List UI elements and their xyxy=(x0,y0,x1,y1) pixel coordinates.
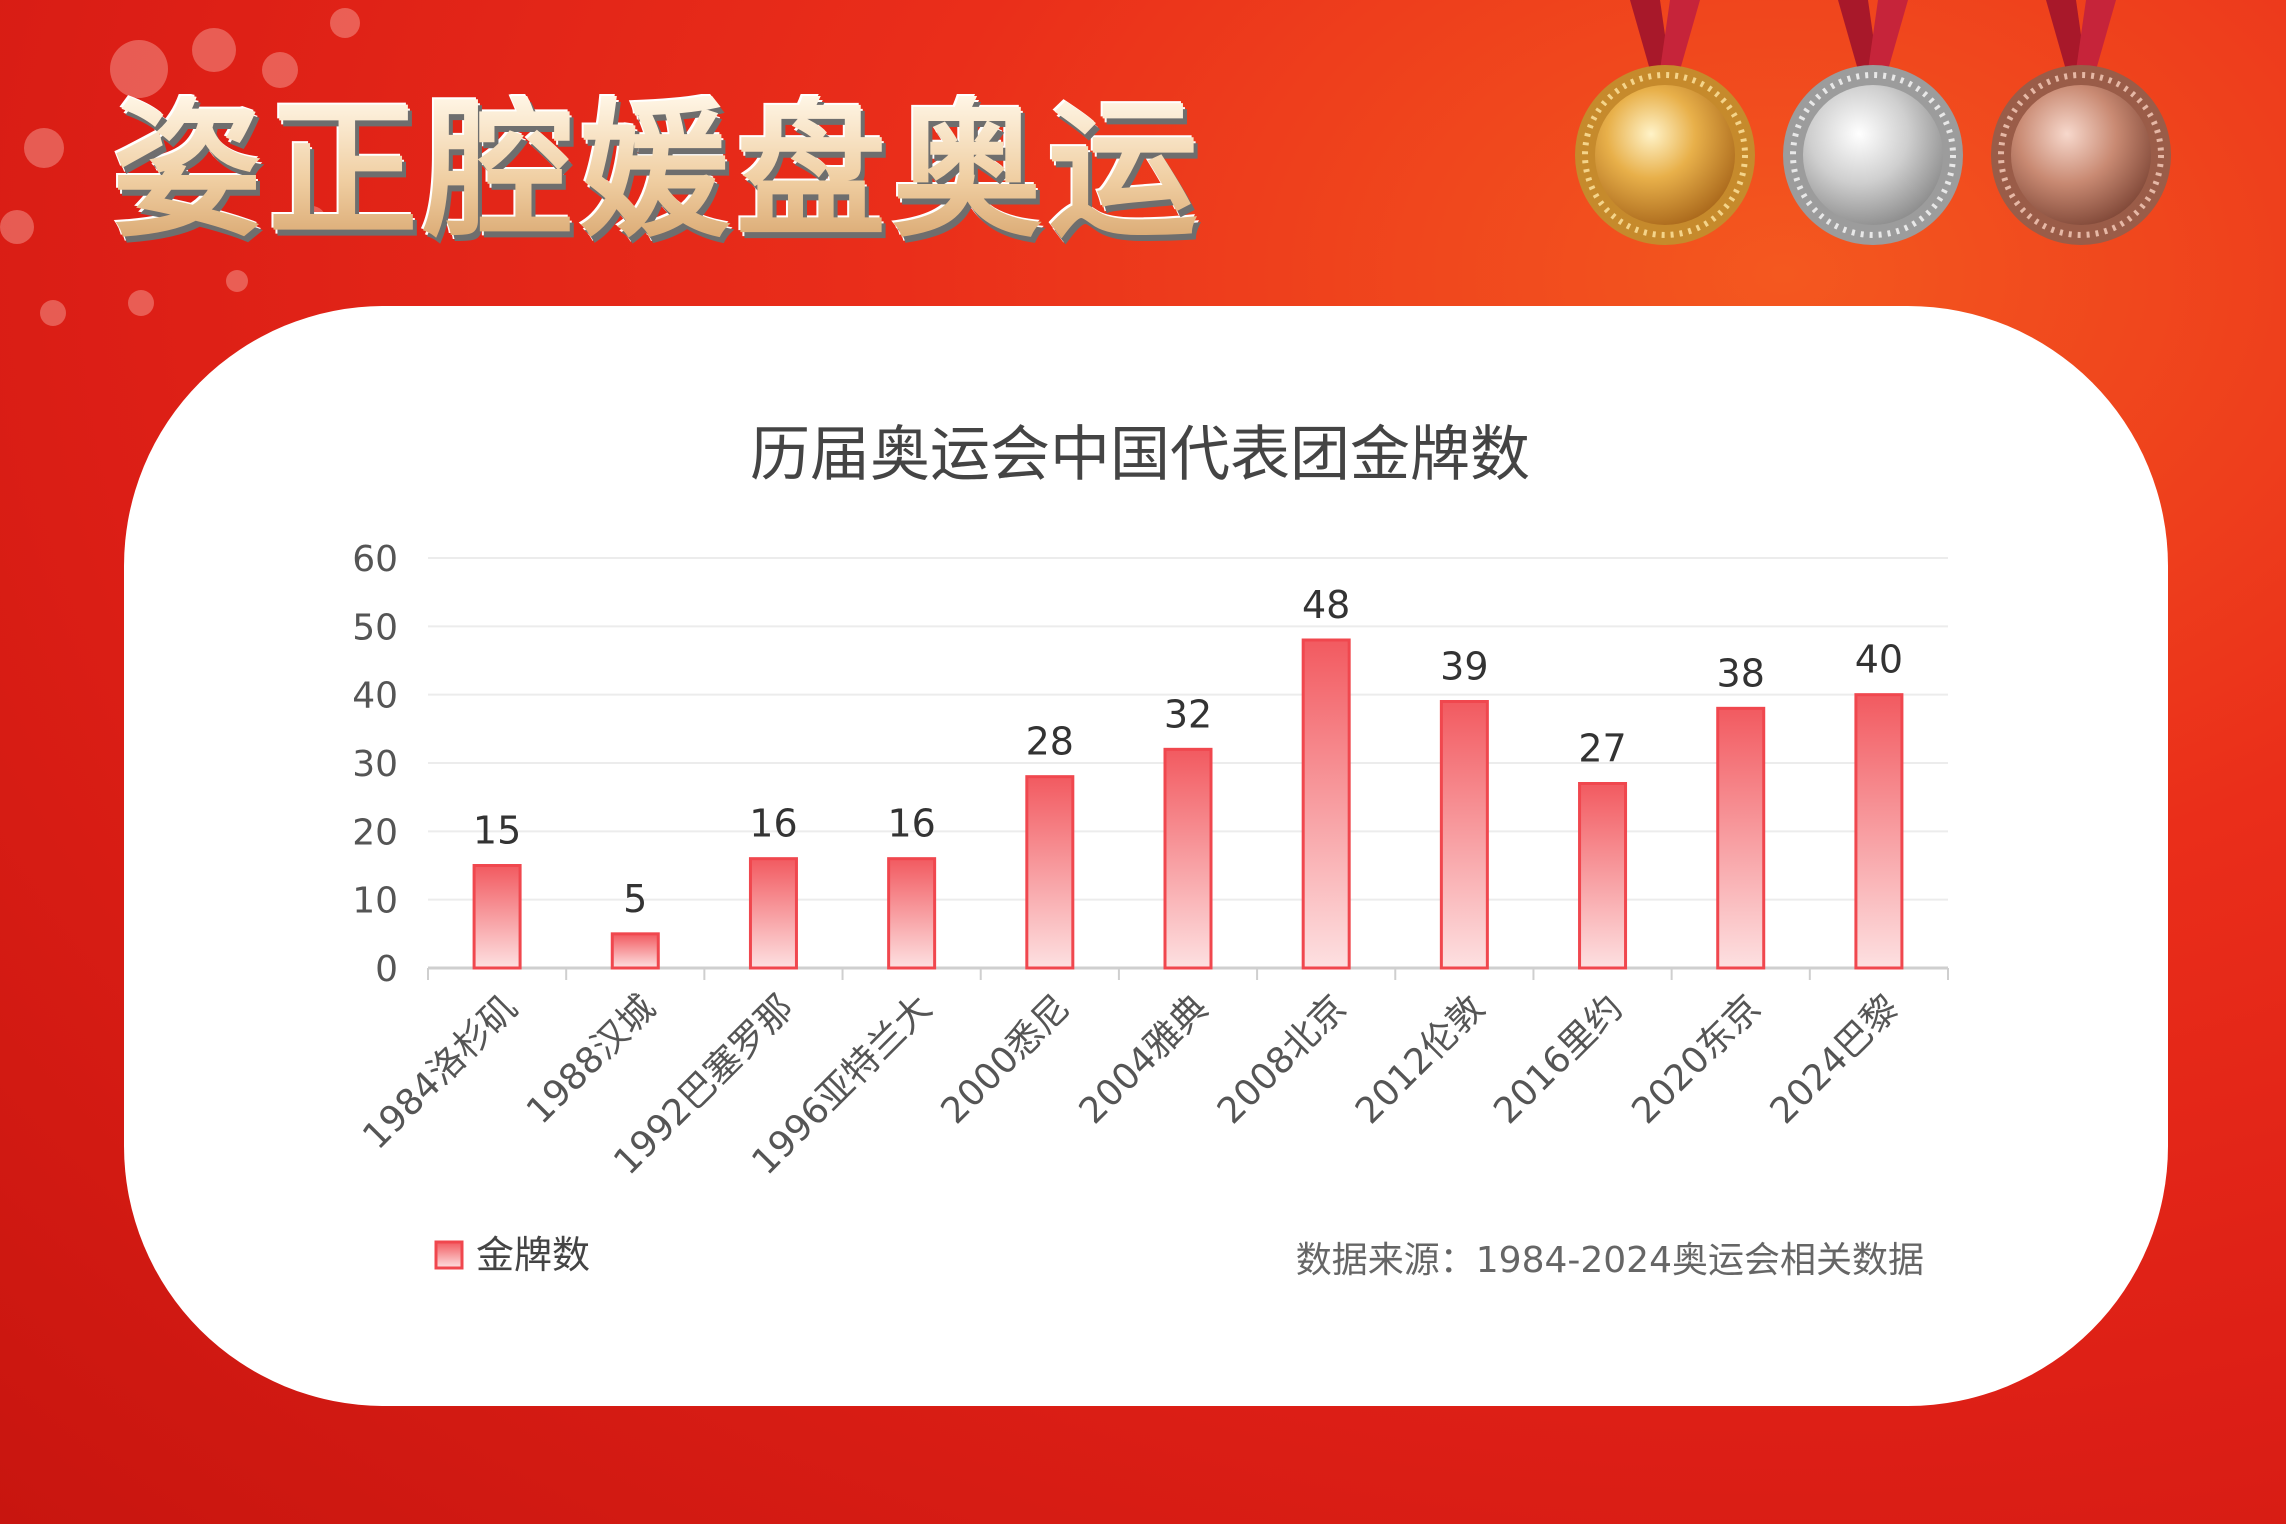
legend-swatch xyxy=(434,1240,464,1270)
bokeh-dot xyxy=(192,28,236,72)
data-label: 16 xyxy=(749,802,797,846)
x-tick-label: 2000悉尼 xyxy=(933,987,1078,1132)
bar xyxy=(1439,700,1489,970)
bar xyxy=(1578,782,1628,970)
bar xyxy=(1716,706,1766,970)
silver-medal-icon xyxy=(1783,0,1963,245)
bokeh-dot xyxy=(24,128,64,168)
bar xyxy=(1163,747,1213,970)
bar xyxy=(1854,693,1904,970)
data-label: 27 xyxy=(1578,727,1626,771)
bronze-medal-icon xyxy=(1991,0,2171,245)
chart-title: 历届奥运会中国代表团金牌数 xyxy=(750,420,1530,490)
gold-medal-icon xyxy=(1575,0,1755,245)
data-label: 16 xyxy=(887,802,935,846)
y-tick-label: 20 xyxy=(352,812,398,853)
chart-source: 数据来源：1984-2024奥运会相关数据 xyxy=(1296,1240,1924,1281)
data-label: 5 xyxy=(623,877,647,921)
y-tick-label: 40 xyxy=(352,676,398,717)
data-label: 15 xyxy=(473,809,521,853)
banner-title: 姿正腔媛盘奥运 xyxy=(112,84,1205,258)
x-tick-label: 2008北京 xyxy=(1210,987,1355,1132)
bokeh-dot xyxy=(262,52,298,88)
y-tick-label: 50 xyxy=(352,607,398,648)
data-label: 28 xyxy=(1026,720,1074,764)
bar xyxy=(610,932,660,970)
data-label: 39 xyxy=(1440,645,1488,689)
y-tick-label: 60 xyxy=(352,539,398,580)
bokeh-dot xyxy=(128,290,154,316)
x-tick-label: 2012伦敦 xyxy=(1348,987,1493,1132)
y-tick-label: 0 xyxy=(375,949,398,990)
x-tick-label: 2004雅典 xyxy=(1072,987,1217,1132)
x-tick-label: 2024巴黎 xyxy=(1763,987,1908,1132)
x-tick-label: 2016里约 xyxy=(1486,987,1631,1132)
bokeh-dot xyxy=(0,210,34,244)
bar xyxy=(887,857,937,970)
bar xyxy=(748,857,798,970)
data-label: 32 xyxy=(1164,692,1212,736)
x-tick-label: 1988汉城 xyxy=(519,987,664,1132)
bokeh-dot xyxy=(110,40,168,98)
chart-card xyxy=(124,306,2168,1406)
data-label: 48 xyxy=(1302,583,1350,627)
bokeh-dot xyxy=(226,270,248,292)
bar xyxy=(1025,775,1075,970)
y-tick-label: 30 xyxy=(352,744,398,785)
data-label: 38 xyxy=(1717,651,1765,695)
data-label: 40 xyxy=(1855,638,1903,682)
bokeh-dot xyxy=(298,206,326,234)
bokeh-dot xyxy=(40,300,66,326)
x-tick-label: 1984洛杉矶 xyxy=(355,987,525,1157)
y-tick-label: 10 xyxy=(352,881,398,922)
x-tick-label: 2020东京 xyxy=(1624,987,1769,1132)
bar xyxy=(1301,638,1351,970)
legend-label: 金牌数 xyxy=(476,1233,590,1277)
bokeh-dot xyxy=(330,8,360,38)
bar xyxy=(472,864,522,970)
